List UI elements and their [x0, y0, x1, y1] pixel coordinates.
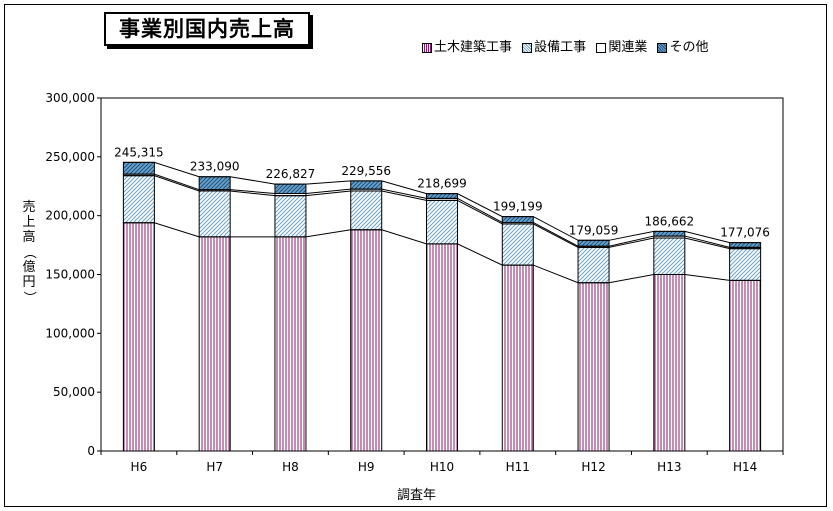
legend-item-civil: 土木建築工事: [422, 36, 512, 55]
y-axis-label-char: 億: [22, 260, 36, 275]
legend-item-related: 関連業: [596, 36, 647, 55]
y-axis-label-char: 円: [22, 275, 36, 290]
legend-swatch-civil: [422, 42, 432, 53]
legend: 土木建築工事 設備工事 関連業 その他: [422, 36, 714, 55]
chart-frame: [4, 4, 827, 507]
legend-item-other: その他: [657, 36, 708, 55]
legend-label-related: 関連業: [608, 40, 648, 55]
x-axis-label: 調査年: [396, 488, 436, 503]
legend-item-equipment: 設備工事: [522, 36, 586, 55]
y-axis-label-char: （: [21, 245, 37, 259]
y-axis-label: 売上高（億円）: [20, 200, 38, 305]
y-axis-label-char: 高: [22, 230, 36, 245]
legend-label-equipment: 設備工事: [534, 40, 587, 55]
legend-swatch-related: [596, 42, 607, 53]
legend-label-other: その他: [669, 40, 709, 55]
y-axis-label-char: 上: [22, 215, 36, 230]
y-axis-label-char: 売: [22, 200, 36, 215]
legend-swatch-other: [657, 42, 668, 53]
y-axis-label-char: ）: [21, 290, 37, 304]
chart-title: 事業別国内売上高: [104, 12, 310, 46]
legend-label-civil: 土木建築工事: [434, 40, 513, 55]
legend-swatch-equipment: [522, 42, 533, 53]
